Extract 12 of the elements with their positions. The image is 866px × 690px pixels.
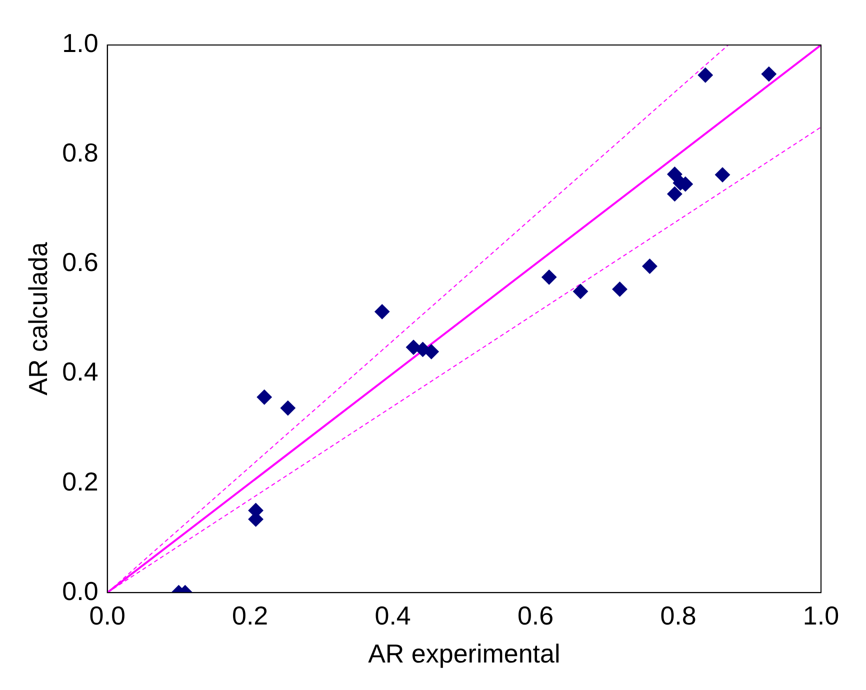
y-tick-label: 0.8: [62, 138, 98, 168]
x-tick-label: 0.8: [660, 600, 696, 630]
x-tick-label: 0.2: [232, 600, 268, 630]
y-tick-label: 0.2: [62, 466, 98, 496]
y-tick-label: 0.4: [62, 356, 98, 387]
x-tick-label: 0.4: [374, 600, 411, 630]
x-tick-label: 1.0: [802, 600, 840, 630]
y-tick-label: 1.0: [62, 28, 98, 58]
x-axis-title: AR experimental: [368, 638, 560, 669]
x-tick-label: 0.6: [517, 600, 554, 630]
y-tick-label: 0.6: [62, 247, 98, 278]
y-axis-title: AR calculada: [22, 242, 53, 396]
